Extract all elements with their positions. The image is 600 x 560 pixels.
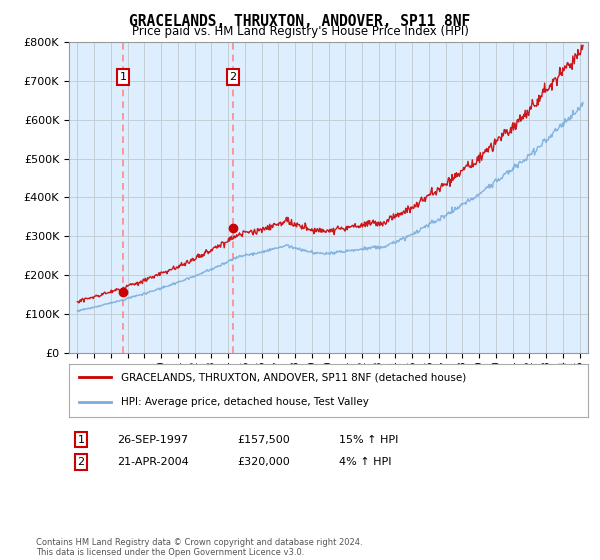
- Text: 4% ↑ HPI: 4% ↑ HPI: [339, 457, 391, 467]
- Text: Price paid vs. HM Land Registry's House Price Index (HPI): Price paid vs. HM Land Registry's House …: [131, 25, 469, 38]
- Text: HPI: Average price, detached house, Test Valley: HPI: Average price, detached house, Test…: [121, 397, 369, 407]
- Text: 2: 2: [77, 457, 85, 467]
- Text: GRACELANDS, THRUXTON, ANDOVER, SP11 8NF (detached house): GRACELANDS, THRUXTON, ANDOVER, SP11 8NF …: [121, 372, 466, 382]
- Text: 1: 1: [77, 435, 85, 445]
- Text: 15% ↑ HPI: 15% ↑ HPI: [339, 435, 398, 445]
- Text: Contains HM Land Registry data © Crown copyright and database right 2024.
This d: Contains HM Land Registry data © Crown c…: [36, 538, 362, 557]
- Text: £320,000: £320,000: [237, 457, 290, 467]
- Text: 1: 1: [119, 72, 127, 82]
- Text: 21-APR-2004: 21-APR-2004: [117, 457, 189, 467]
- Text: GRACELANDS, THRUXTON, ANDOVER, SP11 8NF: GRACELANDS, THRUXTON, ANDOVER, SP11 8NF: [130, 14, 470, 29]
- Text: 26-SEP-1997: 26-SEP-1997: [117, 435, 188, 445]
- Text: £157,500: £157,500: [237, 435, 290, 445]
- Text: 2: 2: [230, 72, 236, 82]
